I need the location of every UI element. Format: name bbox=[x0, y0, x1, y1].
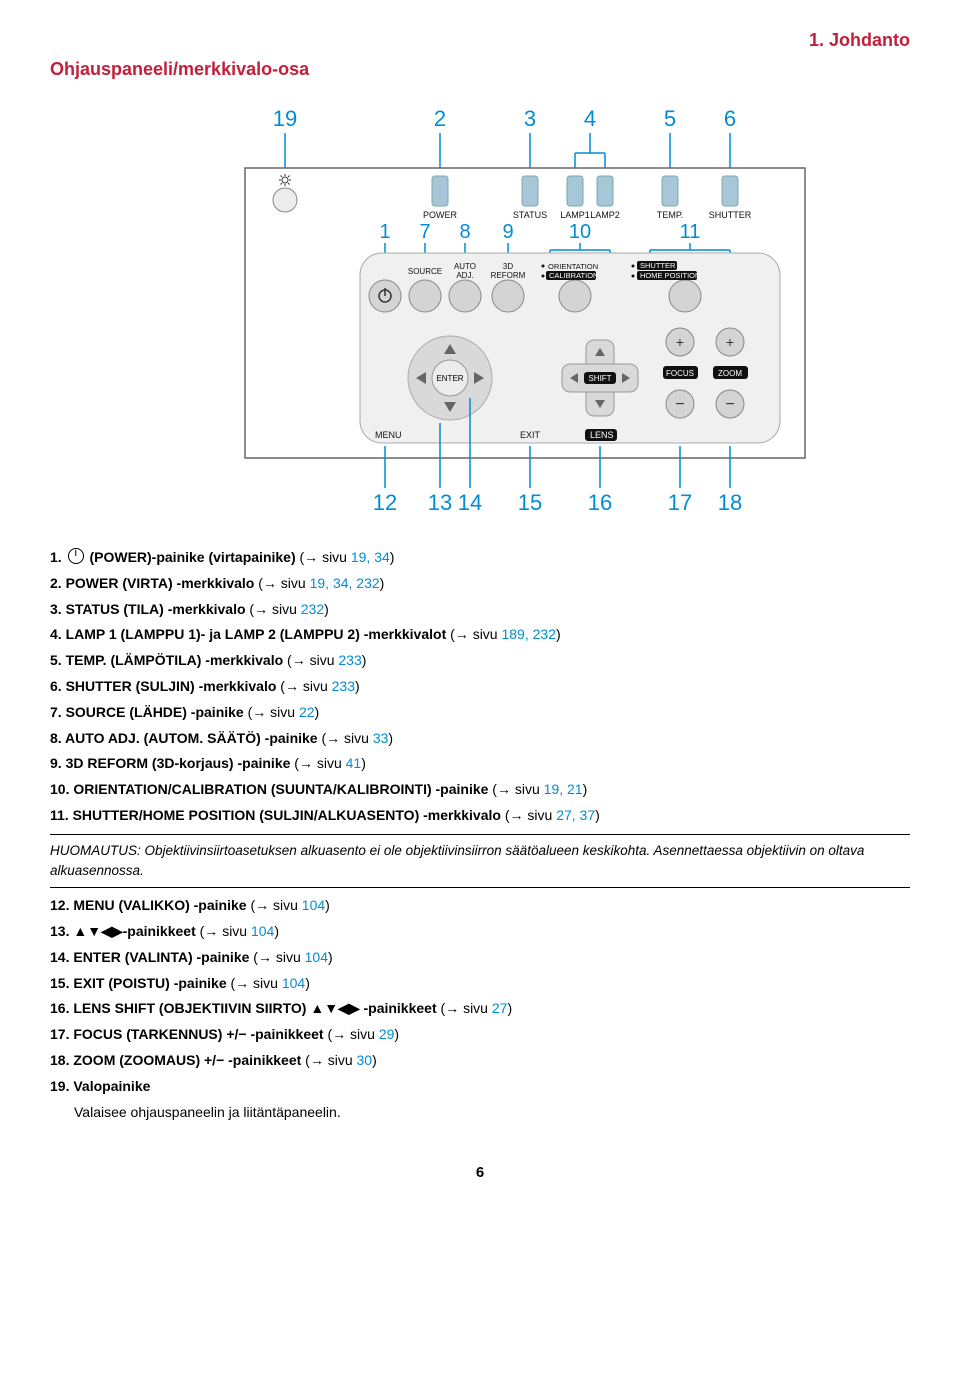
svg-text:LAMP1: LAMP1 bbox=[560, 210, 590, 220]
legend-row: 18. ZOOM (ZOOMAUS) +/− -painikkeet (→ si… bbox=[50, 1049, 910, 1073]
legend-row: 13. ▲▼◀▶-painikkeet (→ sivu 104) bbox=[50, 920, 910, 944]
callout-4: 4 bbox=[584, 106, 596, 131]
legend-row: 14. ENTER (VALINTA) -painike (→ sivu 104… bbox=[50, 946, 910, 970]
chapter-heading: 1. Johdanto bbox=[50, 30, 910, 51]
page-link[interactable]: 19, 34, 232 bbox=[310, 575, 380, 591]
page-link[interactable]: 30 bbox=[357, 1052, 373, 1068]
svg-text:LENS: LENS bbox=[590, 430, 614, 440]
svg-text:17: 17 bbox=[668, 490, 692, 515]
svg-text:13: 13 bbox=[428, 490, 452, 515]
svg-text:FOCUS: FOCUS bbox=[666, 369, 694, 378]
page-link[interactable]: 104 bbox=[251, 923, 274, 939]
svg-text:AUTO: AUTO bbox=[454, 262, 476, 271]
note-text: HUOMAUTUS: Objektiivinsiirtoasetuksen al… bbox=[50, 841, 910, 882]
legend-row: 17. FOCUS (TARKENNUS) +/− -painikkeet (→… bbox=[50, 1023, 910, 1047]
page-number: 6 bbox=[50, 1164, 910, 1181]
legend-row: 6. SHUTTER (SULJIN) -merkkivalo (→ sivu … bbox=[50, 675, 910, 699]
divider bbox=[50, 887, 910, 888]
page-link[interactable]: 233 bbox=[338, 652, 361, 668]
page-link[interactable]: 41 bbox=[346, 755, 362, 771]
page-link[interactable]: 33 bbox=[373, 730, 389, 746]
legend-row: 4. LAMP 1 (LAMPPU 1)- ja LAMP 2 (LAMPPU … bbox=[50, 623, 910, 647]
svg-text:SHIFT: SHIFT bbox=[588, 374, 611, 383]
svg-text:10: 10 bbox=[569, 221, 591, 243]
svg-text:REFORM: REFORM bbox=[491, 271, 526, 280]
svg-text:16: 16 bbox=[588, 490, 612, 515]
page-link[interactable]: 233 bbox=[332, 678, 355, 694]
page-link[interactable]: 27, 37 bbox=[556, 807, 595, 823]
legend-row: 12. MENU (VALIKKO) -painike (→ sivu 104) bbox=[50, 894, 910, 918]
legend-row: 2. POWER (VIRTA) -merkkivalo (→ sivu 19,… bbox=[50, 572, 910, 596]
page-link[interactable]: 19, 34 bbox=[351, 549, 390, 565]
legend-row: 16. LENS SHIFT (OBJEKTIIVIN SIIRTO) ▲▼◀▶… bbox=[50, 997, 910, 1021]
svg-text:MENU: MENU bbox=[375, 430, 402, 440]
svg-text:1: 1 bbox=[379, 221, 390, 243]
callout-5: 5 bbox=[664, 106, 676, 131]
svg-text:POWER: POWER bbox=[423, 210, 458, 220]
svg-text:STATUS: STATUS bbox=[513, 210, 547, 220]
page-link[interactable]: 104 bbox=[302, 897, 325, 913]
svg-text:3D: 3D bbox=[503, 262, 513, 271]
sub-description: Valaisee ohjauspaneelin ja liitäntäpanee… bbox=[74, 1101, 910, 1125]
page-link[interactable]: 104 bbox=[305, 949, 328, 965]
legend-row: 10. ORIENTATION/CALIBRATION (SUUNTA/KALI… bbox=[50, 778, 910, 802]
svg-text:14: 14 bbox=[458, 490, 482, 515]
legend-row: 1. (POWER)-painike (virtapainike) (→ siv… bbox=[50, 546, 910, 570]
svg-text:8: 8 bbox=[459, 221, 470, 243]
svg-text:CALIBRATION: CALIBRATION bbox=[549, 271, 598, 280]
svg-text:SHUTTER: SHUTTER bbox=[640, 261, 676, 270]
svg-text:ORIENTATION: ORIENTATION bbox=[548, 262, 598, 271]
callout-6: 6 bbox=[724, 106, 736, 131]
legend-row: 7. SOURCE (LÄHDE) -painike (→ sivu 22) bbox=[50, 701, 910, 725]
legend-row: 15. EXIT (POISTU) -painike (→ sivu 104) bbox=[50, 972, 910, 996]
svg-text:SHUTTER: SHUTTER bbox=[709, 210, 752, 220]
svg-text:12: 12 bbox=[373, 490, 397, 515]
callout-2: 2 bbox=[434, 106, 446, 131]
svg-text:11: 11 bbox=[680, 221, 701, 243]
page-link[interactable]: 27 bbox=[492, 1000, 508, 1016]
page-link[interactable]: 22 bbox=[299, 704, 315, 720]
page-link[interactable]: 29 bbox=[379, 1026, 395, 1042]
callout-19: 19 bbox=[273, 106, 297, 131]
svg-text:EXIT: EXIT bbox=[520, 430, 541, 440]
page-link[interactable]: 189, 232 bbox=[501, 626, 556, 642]
svg-text:+: + bbox=[676, 334, 684, 350]
svg-text:ADJ.: ADJ. bbox=[456, 271, 473, 280]
svg-text:15: 15 bbox=[518, 490, 542, 515]
legend-row: 8. AUTO ADJ. (AUTOM. SÄÄTÖ) -painike (→ … bbox=[50, 727, 910, 751]
page-link[interactable]: 104 bbox=[282, 975, 305, 991]
svg-text:7: 7 bbox=[419, 221, 430, 243]
legend-row: 11. SHUTTER/HOME POSITION (SULJIN/ALKUAS… bbox=[50, 804, 910, 828]
svg-text:ENTER: ENTER bbox=[436, 374, 463, 383]
page-link[interactable]: 19, 21 bbox=[544, 781, 583, 797]
legend-row: 9. 3D REFORM (3D-korjaus) -painike (→ si… bbox=[50, 752, 910, 776]
svg-text:LAMP2: LAMP2 bbox=[590, 210, 620, 220]
svg-text:+: + bbox=[726, 334, 734, 350]
power-icon bbox=[68, 548, 84, 564]
legend-list-2: 12. MENU (VALIKKO) -painike (→ sivu 104)… bbox=[50, 894, 910, 1098]
svg-text:9: 9 bbox=[502, 221, 513, 243]
page-link[interactable]: 232 bbox=[301, 601, 324, 617]
control-panel-diagram: 19 2 3 4 5 6 bbox=[130, 98, 830, 518]
legend-row: 19. Valopainike bbox=[50, 1075, 910, 1099]
svg-text:−: − bbox=[725, 396, 734, 413]
legend-row: 5. TEMP. (LÄMPÖTILA) -merkkivalo (→ sivu… bbox=[50, 649, 910, 673]
svg-text:HOME POSITION: HOME POSITION bbox=[640, 271, 700, 280]
svg-text:−: − bbox=[675, 396, 684, 413]
svg-text:ZOOM: ZOOM bbox=[718, 369, 742, 378]
callout-3: 3 bbox=[524, 106, 536, 131]
divider bbox=[50, 834, 910, 835]
svg-text:TEMP.: TEMP. bbox=[657, 210, 683, 220]
svg-text:SOURCE: SOURCE bbox=[408, 267, 442, 276]
legend-list: 1. (POWER)-painike (virtapainike) (→ siv… bbox=[50, 546, 910, 828]
svg-text:18: 18 bbox=[718, 490, 742, 515]
section-title: Ohjauspaneeli/merkkivalo-osa bbox=[50, 59, 910, 80]
legend-row: 3. STATUS (TILA) -merkkivalo (→ sivu 232… bbox=[50, 598, 910, 622]
